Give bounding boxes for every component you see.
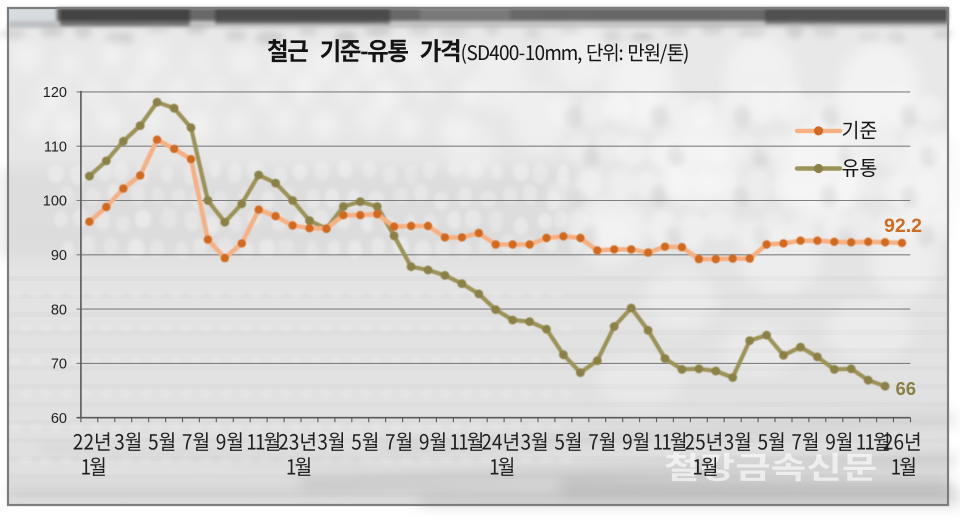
- svg-text:92.2: 92.2: [884, 215, 922, 237]
- svg-text:60: 60: [51, 411, 67, 427]
- svg-text:66: 66: [896, 378, 917, 399]
- svg-text:100: 100: [43, 194, 67, 210]
- svg-text:70: 70: [51, 357, 67, 373]
- svg-text:90: 90: [51, 248, 67, 264]
- svg-text:80: 80: [51, 302, 67, 318]
- svg-text:110: 110: [44, 139, 67, 155]
- svg-text:120: 120: [43, 85, 67, 101]
